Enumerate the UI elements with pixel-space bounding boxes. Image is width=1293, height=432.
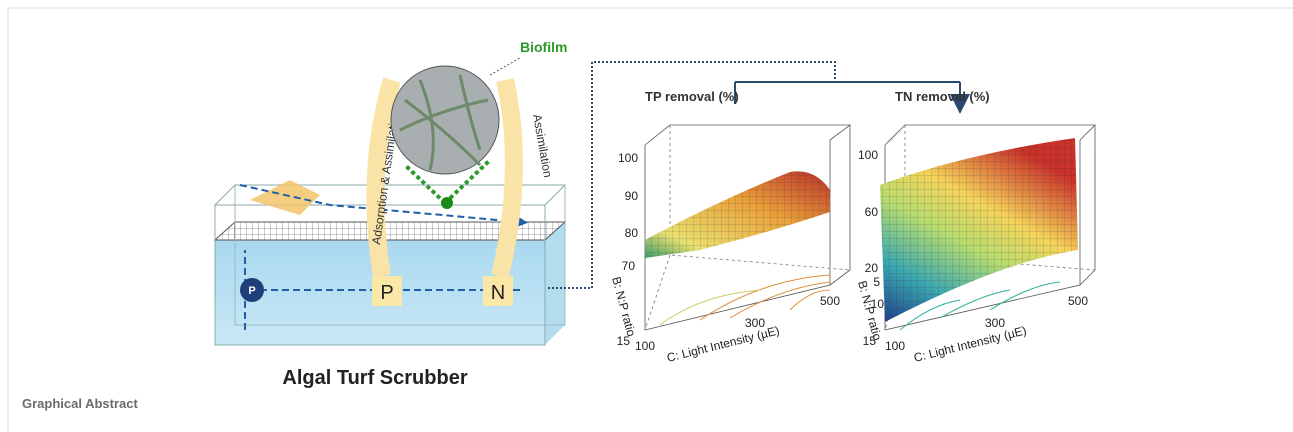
z-tick-label: 100 (618, 151, 638, 165)
y-tick-label: 10 (871, 297, 885, 311)
diagram-title: Algal Turf Scrubber (282, 367, 467, 389)
y-tick-label: 15 (863, 334, 877, 348)
y-tick-label: 15 (617, 334, 631, 348)
figure: P P N Adsorption & Assimilation Assimila… (0, 0, 1293, 432)
biofilm-label: Biofilm (520, 39, 567, 55)
z-tick-label: 20 (865, 261, 879, 275)
caption: Graphical Abstract (22, 396, 138, 411)
tank: P P N Adsorption & Assimilation Assimila… (215, 39, 567, 389)
x-tick-label: 500 (820, 294, 840, 308)
y-tick-label: 5 (873, 275, 880, 289)
page: P P N Adsorption & Assimilation Assimila… (0, 0, 1293, 432)
x-axis-label: C: Light Intensity (µE) (912, 323, 1028, 365)
p-box-label: P (380, 282, 393, 304)
tn-plot (880, 125, 1095, 330)
z-tick-label: 90 (625, 189, 639, 203)
pump-label: P (248, 285, 255, 297)
x-tick-label: 100 (635, 339, 655, 353)
n-box-label: N (491, 282, 505, 304)
right-arrow-label: Assimilation (530, 113, 555, 178)
x-axis-label: C: Light Intensity (µE) (665, 323, 781, 365)
plot-title: TP removal (%) (645, 89, 739, 104)
x-tick-label: 100 (885, 339, 905, 353)
z-tick-label: 70 (622, 259, 636, 273)
x-tick-label: 500 (1068, 294, 1088, 308)
plot-title: TN removal (%) (895, 89, 990, 104)
y-axis-label: B: N:P ratio (609, 275, 638, 338)
z-tick-label: 60 (865, 205, 879, 219)
z-tick-label: 100 (858, 148, 878, 162)
z-tick-label: 80 (625, 226, 639, 240)
